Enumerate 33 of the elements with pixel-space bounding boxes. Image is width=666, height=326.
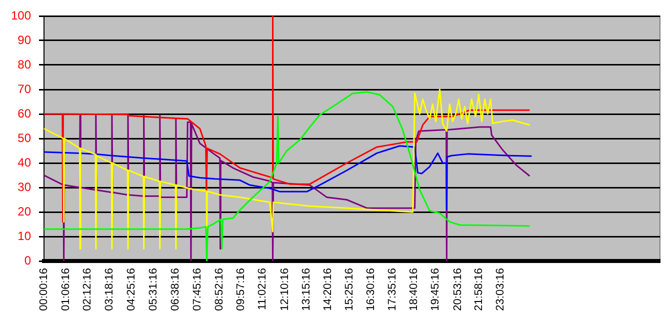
x-tick-label: 05:31:16 [147, 268, 160, 311]
y-tick-label: 30 [18, 180, 32, 194]
x-tick-label: 00:00:16 [38, 268, 50, 311]
x-tick-label: 03:18:16 [103, 268, 116, 311]
x-tick-label: 13:15:16 [300, 268, 313, 311]
x-tick-label: 19:45:16 [429, 268, 442, 311]
y-tick-label: 40 [18, 155, 32, 170]
x-tick-label: 12:10:16 [279, 268, 292, 311]
y-tick-label: 90 [18, 32, 32, 47]
x-tick-label: 21:58:16 [473, 268, 486, 311]
x-tick-label: 01:06:16 [60, 268, 72, 311]
x-tick-label: 11:02:16 [256, 268, 269, 310]
x-tick-label: 16:30:16 [364, 268, 377, 311]
x-tick-label: 04:25:16 [126, 268, 138, 311]
x-tick-label: 18:40:16 [408, 268, 420, 311]
y-tick-label: 10 [18, 228, 32, 243]
y-tick-label: 70 [18, 82, 32, 96]
x-tick-label: 07:45:16 [192, 268, 204, 311]
x-tick-label: 08:52:16 [214, 268, 226, 311]
x-tick-label: 06:38:16 [170, 268, 182, 311]
y-tick-label: 50 [18, 130, 32, 145]
x-tick-label: 14:20:16 [322, 268, 334, 311]
y-tick-label: 80 [18, 57, 32, 72]
x-tick-label: 02:12:16 [82, 268, 94, 311]
x-tick-label: 09:57:16 [235, 268, 248, 311]
y-tick-label: 0 [24, 253, 32, 268]
x-tick-label: 23:03:16 [494, 268, 507, 311]
x-tick-label: 15:25:16 [343, 268, 356, 311]
y-tick-label: 100 [10, 8, 32, 22]
y-tick-label: 20 [18, 204, 32, 218]
x-tick-label: 17:35:16 [386, 268, 398, 311]
x-tick-label: 20:53:16 [452, 268, 464, 311]
y-tick-label: 60 [18, 106, 32, 120]
